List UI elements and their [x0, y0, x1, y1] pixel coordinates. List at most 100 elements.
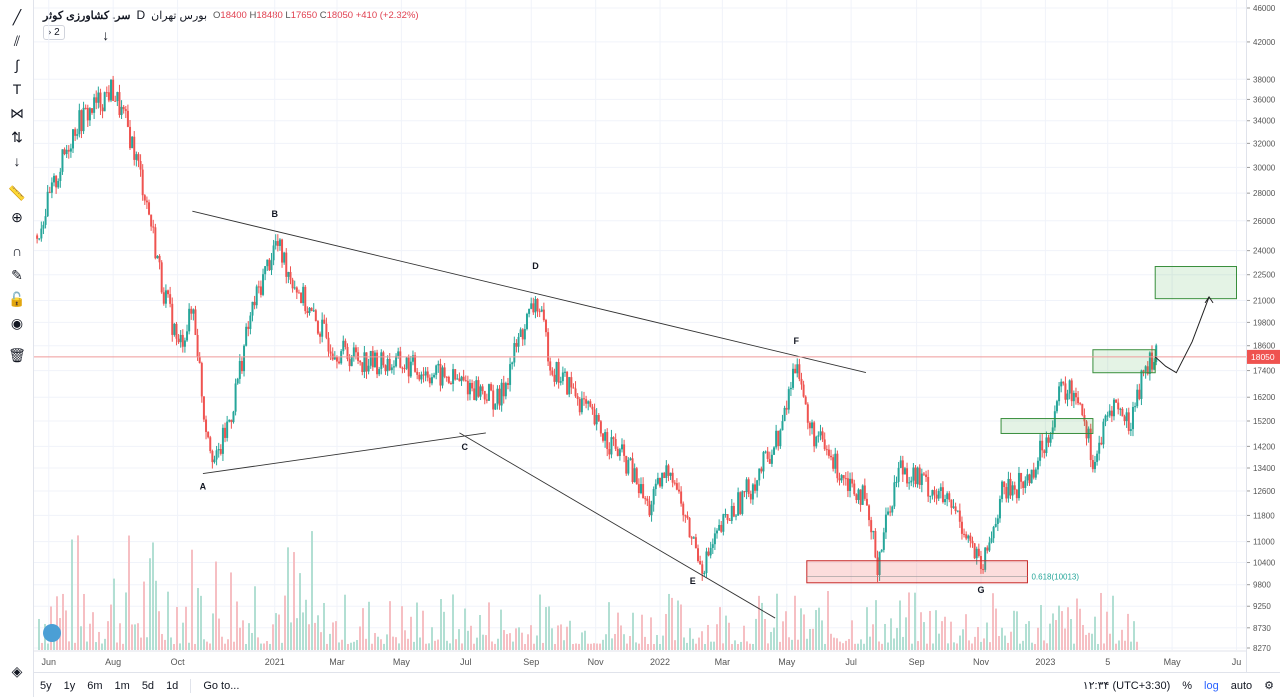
- volume-bar: [710, 641, 712, 650]
- pattern-point-A: A: [200, 482, 207, 492]
- candle-body: [878, 551, 881, 576]
- arrow-down-icon[interactable]: ↓: [13, 153, 21, 169]
- y-tick-label: 46000: [1253, 4, 1276, 13]
- candle-body: [1144, 366, 1147, 372]
- candle-body: [213, 459, 216, 463]
- volume-bar: [1019, 643, 1021, 650]
- range-button-1m[interactable]: 1m: [114, 679, 130, 692]
- settings-icon[interactable]: ⚙: [1264, 680, 1274, 692]
- volume-bar: [695, 643, 697, 650]
- chart-canvas[interactable]: Jun Aug Oct 2021 Mar May Jul Sep Nov 2022 Mar May Ju…: [34, 0, 1246, 672]
- candle-body: [669, 472, 672, 476]
- range-button-1d[interactable]: 1d: [166, 679, 179, 692]
- volume-bar: [251, 632, 253, 650]
- candle-body: [925, 474, 928, 478]
- volume-bar: [581, 632, 583, 650]
- candle-body: [148, 202, 151, 215]
- candle-body: [333, 356, 336, 360]
- candle-body: [654, 483, 657, 490]
- volume-bar: [449, 643, 451, 650]
- candle-body: [849, 478, 852, 492]
- volume-bar: [359, 626, 361, 650]
- percent-toggle[interactable]: %: [1182, 679, 1193, 692]
- pitchfork-icon[interactable]: ⫽: [13, 32, 21, 49]
- range-button-6m[interactable]: 6m: [87, 679, 103, 692]
- volume-bar: [935, 610, 937, 650]
- candle-body: [1034, 469, 1037, 478]
- magnet-icon[interactable]: ∩: [11, 243, 23, 259]
- candle-body: [754, 484, 757, 491]
- candle-body: [192, 309, 195, 314]
- candle-body: [1024, 480, 1027, 488]
- volume-bar: [650, 617, 652, 650]
- candle-body: [42, 224, 45, 229]
- chart-area[interactable]: Jun Aug Oct 2021 Mar May Jul Sep Nov 2022 Mar May Ju…: [34, 0, 1246, 672]
- candle-body: [737, 492, 740, 516]
- goto-button[interactable]: Go to...: [203, 679, 240, 692]
- volume-bar: [92, 612, 94, 650]
- candle-body: [397, 351, 400, 356]
- candle-body: [1102, 421, 1105, 445]
- candle-body: [395, 355, 398, 367]
- text-icon[interactable]: T: [12, 81, 22, 97]
- volume-bar: [755, 618, 757, 650]
- volume-bar: [923, 622, 925, 650]
- trendline-upper: [192, 210, 867, 373]
- volume-bar: [1043, 640, 1045, 650]
- prediction-icon[interactable]: ⇅: [11, 128, 23, 145]
- symbol-name[interactable]: سر. کشاورزی کوثر: [43, 9, 131, 22]
- interval-label[interactable]: D: [136, 8, 146, 22]
- candle-body: [954, 506, 957, 512]
- zoom-in-icon[interactable]: ⊕: [11, 208, 23, 225]
- layers-icon[interactable]: ◈: [11, 662, 23, 679]
- candle-body: [1108, 410, 1111, 416]
- candle-body: [671, 472, 674, 483]
- volume-bar: [401, 606, 403, 650]
- trend-line-icon[interactable]: ╱: [12, 8, 22, 25]
- candle-body: [466, 380, 469, 395]
- candle-body: [236, 378, 239, 384]
- candle-body: [422, 374, 425, 376]
- candle-body: [430, 377, 433, 384]
- range-button-5y[interactable]: 5y: [40, 679, 52, 692]
- ruler-icon[interactable]: 📏: [8, 184, 26, 201]
- log-toggle[interactable]: log: [1204, 679, 1219, 692]
- candle-body: [464, 380, 467, 382]
- candle-body: [585, 399, 588, 404]
- candle-body: [447, 376, 450, 383]
- volume-bar: [839, 641, 841, 650]
- volume-bar: [422, 610, 424, 650]
- eye-icon[interactable]: ◉: [10, 314, 24, 331]
- candle-body: [728, 519, 731, 521]
- candle-body: [1028, 474, 1031, 484]
- candle-body: [194, 309, 197, 335]
- candle-body: [426, 371, 429, 378]
- candle-body: [538, 311, 541, 313]
- trash-icon[interactable]: 🗑: [8, 346, 26, 363]
- range-button-5d[interactable]: 5d: [141, 679, 155, 692]
- volume-bar: [1127, 613, 1129, 650]
- lock-icon[interactable]: 🔓: [8, 290, 26, 307]
- candle-body: [551, 370, 554, 375]
- pattern-icon[interactable]: ⋈: [10, 104, 24, 121]
- y-tick-label: 11800: [1253, 511, 1275, 520]
- candle-body: [939, 487, 942, 491]
- volume-bar: [554, 643, 556, 650]
- candle-body: [528, 308, 531, 314]
- volume-bar: [713, 641, 715, 650]
- auto-toggle[interactable]: auto: [1230, 679, 1253, 692]
- volume-bar: [407, 638, 409, 650]
- volume-bar: [1025, 623, 1027, 650]
- volume-bar: [572, 643, 574, 650]
- candle-body: [623, 444, 626, 456]
- candle-body: [420, 374, 423, 380]
- price-axis[interactable]: 8270 8730 9250 9800 10400 11000 11800 12600 1340…: [1246, 0, 1280, 672]
- candle-body: [272, 245, 275, 261]
- lock-drawing-icon[interactable]: ✎: [11, 266, 23, 283]
- volume-bar: [281, 642, 283, 650]
- candle-body: [1077, 397, 1080, 404]
- candle-body: [133, 136, 136, 160]
- range-button-1y[interactable]: 1y: [63, 679, 76, 692]
- brush-icon[interactable]: ∫: [15, 57, 19, 73]
- indicator-collapse-button[interactable]: › 2: [43, 25, 65, 40]
